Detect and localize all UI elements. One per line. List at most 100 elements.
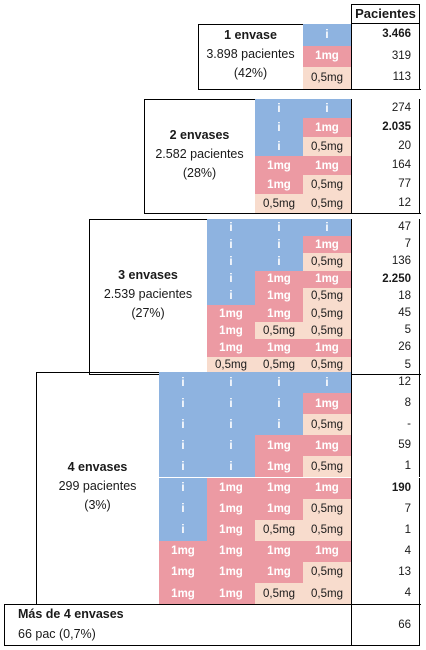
patient-count: 1 — [351, 519, 420, 541]
dose-cell-mg05: 0,5mg — [255, 322, 303, 340]
dose-cell-mg05: 0,5mg — [207, 356, 255, 374]
patient-count: 26 — [351, 339, 420, 357]
patient-count: 7 — [351, 498, 420, 520]
dose-cell-i: i — [255, 118, 303, 137]
dose-cell-i: i — [159, 414, 207, 436]
patient-count: 18 — [351, 287, 420, 305]
dose-cell-mg1: 1mg — [255, 287, 303, 305]
dose-cell-mg05: 0,5mg — [303, 356, 351, 374]
dose-cell-mg05: 0,5mg — [303, 194, 351, 213]
dose-cell-mg1: 1mg — [255, 305, 303, 323]
dose-cell-i: i — [159, 519, 207, 541]
dose-cell-i: i — [255, 414, 303, 436]
patient-count: 77 — [351, 175, 420, 194]
group-1-label: 1 envase 3.898 pacientes (42%) — [198, 26, 303, 83]
patient-count: 274 — [351, 99, 420, 118]
patient-count: 59 — [351, 435, 420, 457]
dose-cell-i: i — [255, 219, 303, 237]
dose-cell-i: i — [255, 137, 303, 156]
more-than-4-count: 66 — [351, 604, 420, 646]
dose-cell-mg1: 1mg — [207, 583, 255, 605]
dose-cell-i: i — [303, 219, 351, 237]
dose-cell-i: i — [255, 372, 303, 394]
dose-cell-i: i — [159, 393, 207, 415]
dose-cell-mg1: 1mg — [255, 339, 303, 357]
dose-cell-i: i — [255, 393, 303, 415]
group-patients: 3.898 pacientes — [206, 47, 295, 62]
patient-count: 47 — [351, 219, 420, 237]
patient-count: 45 — [351, 305, 420, 323]
dose-cell-i: i — [207, 270, 255, 288]
group-patients: 2.539 pacientes — [103, 287, 193, 302]
dose-cell-mg1: 1mg — [159, 561, 207, 583]
patient-count: 7 — [351, 236, 420, 254]
patient-count: 4 — [351, 540, 420, 562]
group-3-label: 3 envases 2.539 pacientes (27%) — [89, 266, 207, 323]
group-percent: (3%) — [84, 498, 111, 513]
dose-cell-mg05: 0,5mg — [303, 414, 351, 436]
dose-cell-i: i — [207, 393, 255, 415]
dose-cell-mg05: 0,5mg — [303, 305, 351, 323]
patient-count: 12 — [351, 372, 420, 394]
dose-cell-mg1: 1mg — [303, 270, 351, 288]
dose-cell-mg05: 0,5mg — [255, 519, 303, 541]
dose-cell-i: i — [207, 219, 255, 237]
dose-cell-mg1: 1mg — [303, 45, 351, 68]
group-title: 3 envases — [118, 268, 178, 283]
dose-cell-mg05: 0,5mg — [303, 253, 351, 271]
patient-count: 5 — [351, 322, 420, 340]
dose-cell-mg1: 1mg — [303, 339, 351, 357]
dose-cell-mg1: 1mg — [207, 322, 255, 340]
patient-count: - — [351, 414, 420, 436]
group-separator — [351, 88, 421, 90]
dose-cell-i: i — [207, 456, 255, 478]
dose-cell-mg05: 0,5mg — [255, 194, 303, 213]
dose-cell-mg1: 1mg — [159, 583, 207, 605]
dose-cell-mg05: 0,5mg — [255, 583, 303, 605]
dose-cell-i: i — [255, 236, 303, 254]
dose-cell-i: i — [207, 372, 255, 394]
dose-cell-mg05: 0,5mg — [303, 456, 351, 478]
patient-count: 2.250 — [351, 270, 420, 288]
dose-cell-mg1: 1mg — [207, 561, 255, 583]
more-than-4-title: Más de 4 envases — [18, 607, 124, 621]
dose-cell-i: i — [207, 253, 255, 271]
dose-cell-mg1: 1mg — [303, 118, 351, 137]
dose-cell-mg1: 1mg — [303, 540, 351, 562]
group-title: 1 envase — [224, 28, 277, 43]
group-percent: (42%) — [233, 66, 268, 81]
dose-cell-mg1: 1mg — [303, 477, 351, 499]
dose-cell-mg1: 1mg — [255, 270, 303, 288]
dose-cell-i: i — [159, 372, 207, 394]
patient-count: 319 — [351, 45, 420, 68]
dose-cell-mg1: 1mg — [303, 393, 351, 415]
patient-count: 20 — [351, 137, 420, 156]
dose-cell-mg1: 1mg — [303, 236, 351, 254]
dose-cell-mg1: 1mg — [207, 477, 255, 499]
dose-cell-mg1: 1mg — [255, 540, 303, 562]
group-separator — [351, 213, 421, 214]
dose-cell-i: i — [303, 24, 351, 46]
dose-cell-mg05: 0,5mg — [303, 519, 351, 541]
dose-cell-mg1: 1mg — [255, 498, 303, 520]
group-title: 2 envases — [169, 128, 230, 142]
dose-cell-mg1: 1mg — [255, 175, 303, 194]
column-header-pacientes: Pacientes — [351, 4, 420, 24]
dose-cell-mg05: 0,5mg — [303, 67, 351, 89]
patient-count: 113 — [351, 67, 420, 89]
patient-count: 1 — [351, 456, 420, 478]
dose-cell-mg05: 0,5mg — [303, 287, 351, 305]
dose-cell-mg1: 1mg — [255, 435, 303, 457]
dose-cell-i: i — [159, 477, 207, 499]
dose-cell-mg1: 1mg — [207, 305, 255, 323]
patient-count: 164 — [351, 156, 420, 175]
group-patients: 2.582 pacientes — [155, 147, 244, 161]
patient-count: 13 — [351, 561, 420, 583]
group-title: 4 envases — [67, 460, 128, 475]
dose-cell-mg05: 0,5mg — [303, 322, 351, 340]
dose-cell-i: i — [255, 99, 303, 118]
dose-cell-mg1: 1mg — [303, 156, 351, 175]
group-separator — [351, 373, 421, 375]
dose-cell-mg1: 1mg — [207, 339, 255, 357]
patient-count: 8 — [351, 393, 420, 415]
